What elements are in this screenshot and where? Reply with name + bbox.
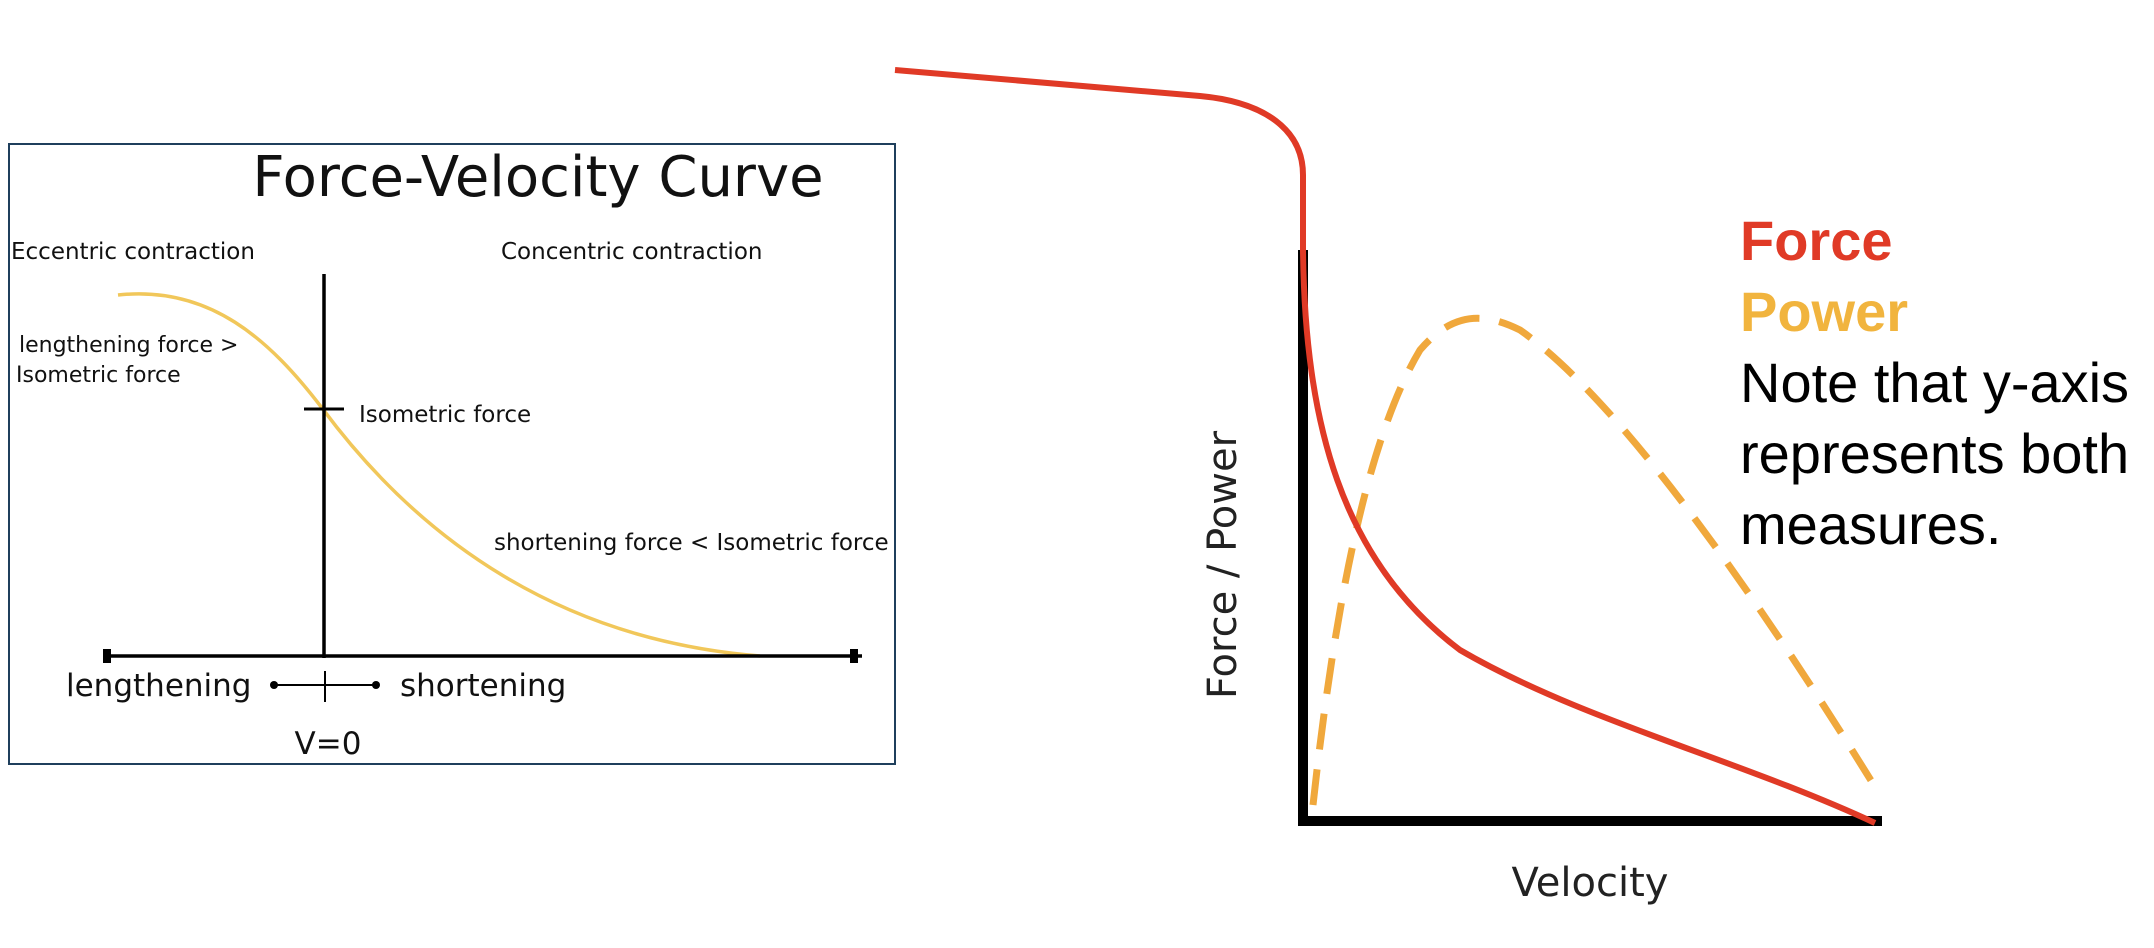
diagram-title: Force-Velocity Curve	[252, 145, 823, 210]
force-velocity-curve	[117, 292, 761, 658]
axis-right-endcap	[850, 649, 858, 663]
note-line-1: Note that y-axis	[1740, 351, 2130, 414]
note-line-2: represents both	[1740, 422, 2130, 485]
legend: Force Power Note that y-axis represents …	[1740, 205, 2129, 560]
eccentric-contraction-label: Eccentric contraction	[11, 239, 255, 265]
concentric-contraction-label: Concentric contraction	[501, 239, 762, 265]
diagram-frame	[8, 143, 896, 765]
direction-arrow-left-dot	[270, 681, 278, 689]
axis-left-endcap	[103, 649, 111, 663]
power-curve	[1309, 314, 1883, 806]
force-power-chart: Force / Power Velocity	[894, 67, 1883, 906]
shortening-force-label: shortening force < Isometric force	[494, 530, 889, 556]
legend-power: Power	[1740, 280, 1909, 343]
y-axis-label: Force / Power	[1200, 430, 1246, 699]
x-axis-label: Velocity	[1512, 860, 1669, 906]
lengthening-force-label-line2: Isometric force	[16, 363, 181, 388]
note-line-3: measures.	[1740, 493, 2002, 556]
force-velocity-diagram: Force-Velocity Curve Eccentric contracti…	[8, 143, 896, 765]
legend-force: Force	[1740, 209, 1893, 272]
isometric-force-label: Isometric force	[359, 402, 531, 428]
lengthening-label: lengthening	[66, 668, 251, 704]
force-curve	[894, 67, 1877, 826]
direction-arrow-right-dot	[372, 681, 380, 689]
v0-label: V=0	[295, 726, 362, 762]
lengthening-force-label-line1: lengthening force >	[19, 333, 238, 358]
shortening-label: shortening	[400, 668, 566, 704]
